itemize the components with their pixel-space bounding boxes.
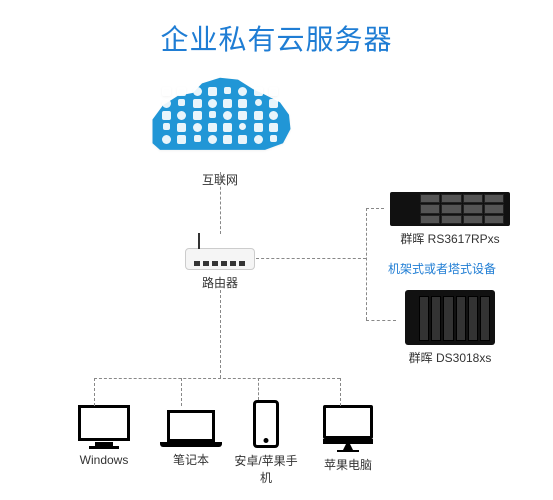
connector	[258, 378, 259, 400]
router-icon	[185, 248, 255, 270]
tower-server-icon	[405, 290, 495, 345]
client-label: 安卓/苹果手机	[230, 452, 302, 486]
internet-cloud: 互联网	[145, 72, 295, 188]
cloud-icon	[145, 72, 295, 167]
router-ports	[194, 261, 245, 266]
imac-icon	[323, 405, 373, 439]
tower-server-node: 群晖 DS3018xs	[400, 290, 500, 366]
connector	[94, 378, 95, 406]
router-node: 路由器	[185, 248, 255, 291]
client-monitor: Windows	[68, 405, 140, 467]
page-title: 企业私有云服务器	[0, 18, 553, 58]
router-antenna	[198, 233, 200, 249]
client-label: 笔记本	[155, 451, 227, 468]
client-imac: 苹果电脑	[312, 405, 384, 473]
laptop-icon	[167, 410, 215, 442]
client-phone: 安卓/苹果手机	[230, 400, 302, 486]
monitor-icon	[78, 405, 130, 441]
server-type-note: 机架式或者塔式设备	[388, 260, 496, 277]
cloud-inner-icons	[160, 84, 280, 147]
connector	[256, 258, 366, 259]
router-label: 路由器	[185, 274, 255, 291]
phone-icon	[253, 400, 279, 448]
connector	[94, 378, 340, 379]
rack-server-label: 群晖 RS3617RPxs	[385, 230, 515, 247]
client-label: Windows	[68, 453, 140, 467]
client-label: 苹果电脑	[312, 456, 384, 473]
connector	[366, 208, 384, 209]
connector	[181, 378, 182, 406]
tower-server-label: 群晖 DS3018xs	[400, 349, 500, 366]
connector	[340, 378, 341, 406]
client-laptop: 笔记本	[155, 410, 227, 468]
connector	[366, 208, 367, 320]
connector	[220, 290, 221, 378]
connector	[220, 172, 221, 234]
rack-server-node: 群晖 RS3617RPxs	[385, 192, 515, 247]
connector	[366, 320, 396, 321]
rack-server-icon	[390, 192, 510, 226]
